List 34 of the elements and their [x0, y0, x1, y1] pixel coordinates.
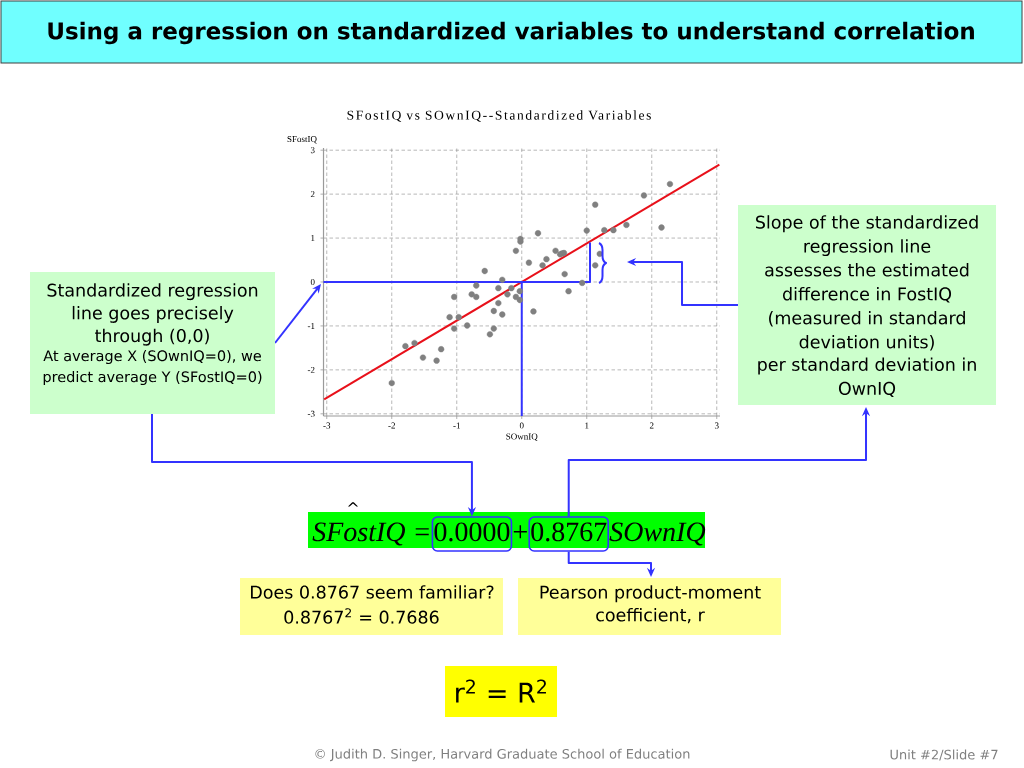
x-tick-label: 0 [519, 422, 524, 429]
y-tick-label: 1 [311, 235, 315, 242]
text: + [513, 525, 527, 539]
y-tick-label: -3 [307, 410, 315, 417]
text: Pearson product-moment coefficient, r [540, 585, 761, 624]
x-tick-label: 1 [585, 422, 589, 429]
chart-title: Using a regression on standardized variables to understand correlation [48, 21, 974, 45]
y-tick-label: 3 [310, 147, 315, 154]
text: 0.8767 [531, 522, 607, 542]
text: Does 0.8767 seem familiar? [251, 585, 494, 599]
text: r$^{2}$ = R$^{2}$ [456, 679, 546, 703]
x-tick-label: -3 [323, 422, 331, 429]
y-axis-title: SFostIQ [287, 136, 317, 144]
text: 0.0000 [434, 522, 510, 542]
text: At average X (SOwnIQ=0), we predict average Y (SFostIQ=0) [43, 350, 262, 386]
text: SFostIQ = [312, 522, 429, 546]
text: per standard deviation in OwnIQ [758, 357, 976, 397]
y-tick-label: -2 [307, 366, 315, 373]
text: © Judith D. Singer, Harvard Graduate School of Education [315, 748, 690, 762]
text: Standardized regression line goes precisely through (0,0) [47, 283, 258, 346]
y-tick-label: 0 [310, 278, 315, 286]
y-tick-label: -1 [307, 322, 315, 329]
y-tick-label: 2 [310, 191, 315, 198]
text: assesses the estimated difference in FostIQ (measured in standard deviation units) [765, 263, 969, 351]
text: ^ [348, 502, 359, 507]
text: SOwnIQ [609, 522, 706, 546]
text: Unit #2/Slide #7 [890, 749, 998, 761]
x-tick-label: -2 [388, 422, 395, 429]
x-tick-label: 2 [649, 422, 654, 429]
x-axis-title: SOwnIQ [506, 433, 538, 441]
x-tick-label: 3 [714, 422, 719, 429]
x-tick-label: -1 [453, 422, 460, 429]
text: 0.8767$^{2}$ = 0.7686 [284, 608, 439, 624]
chart-subtitle: SFostIQ vs SOwnIQ--Standardized Variables [347, 110, 651, 122]
